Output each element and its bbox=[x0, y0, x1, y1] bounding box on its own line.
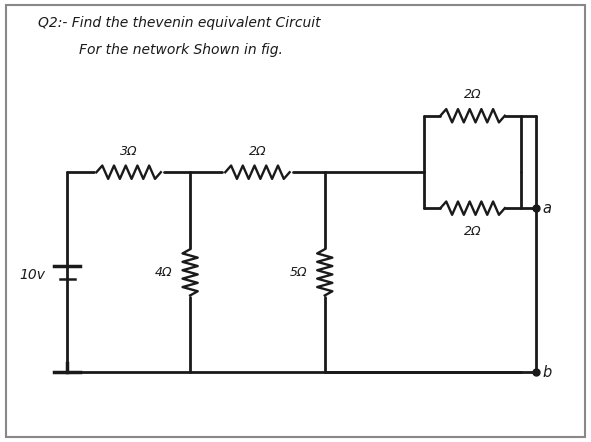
Text: 3Ω: 3Ω bbox=[120, 145, 137, 158]
Text: 5Ω: 5Ω bbox=[290, 266, 307, 279]
Text: a: a bbox=[543, 201, 551, 216]
Text: For the network Shown in fig.: For the network Shown in fig. bbox=[79, 43, 282, 57]
Text: 4Ω: 4Ω bbox=[155, 266, 173, 279]
Text: 2Ω: 2Ω bbox=[464, 225, 481, 238]
Text: 2Ω: 2Ω bbox=[249, 145, 266, 158]
Text: 10v: 10v bbox=[19, 268, 45, 282]
Text: 2Ω: 2Ω bbox=[464, 88, 481, 101]
Text: b: b bbox=[543, 365, 552, 380]
Text: Q2:- Find the thevenin equivalent Circuit: Q2:- Find the thevenin equivalent Circui… bbox=[38, 15, 320, 30]
